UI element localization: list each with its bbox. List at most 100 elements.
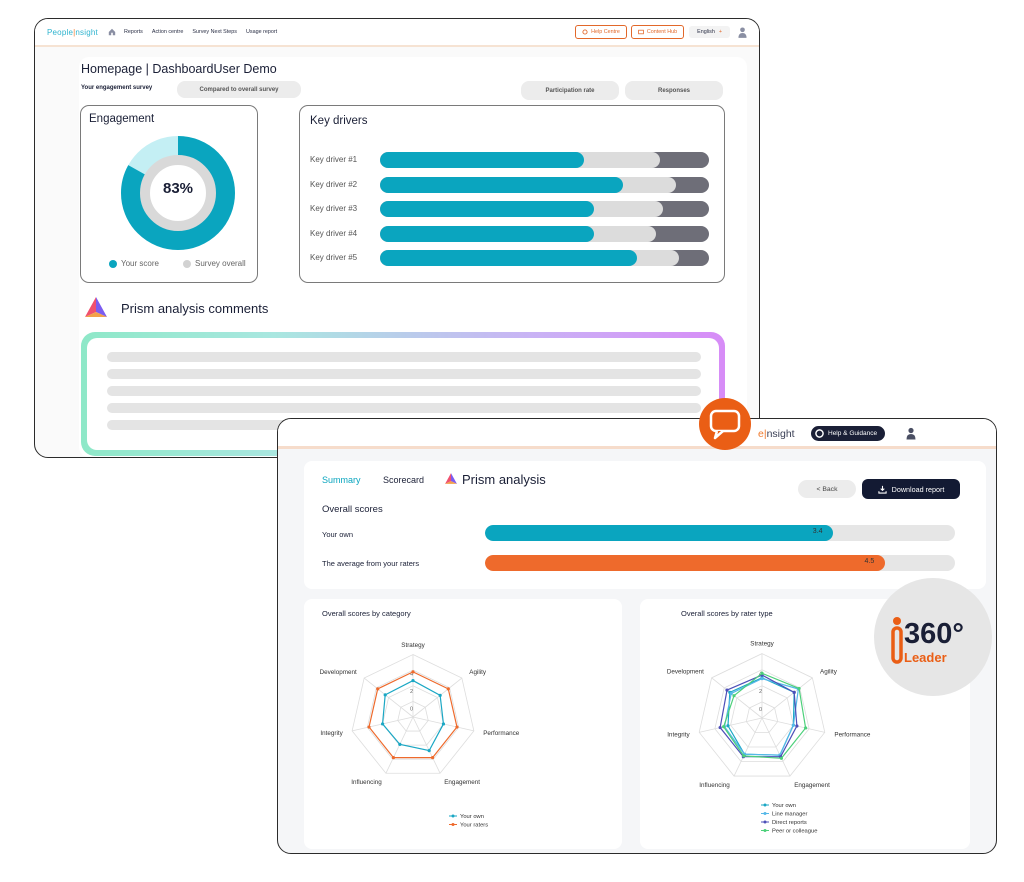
score-bar-your-own: 3.4 <box>485 525 955 541</box>
badge-number: 360° <box>904 618 964 650</box>
radar-data-point <box>792 690 796 694</box>
key-driver-label: Key driver #5 <box>310 253 358 262</box>
radar-data-point <box>732 694 736 698</box>
language-select[interactable]: English + <box>689 26 730 38</box>
help-centre-button[interactable]: Help Centre <box>575 25 627 39</box>
nav-survey-next-steps[interactable]: Survey Next Steps <box>192 29 237 35</box>
legend-dot-icon <box>109 259 117 268</box>
key-driver-row: Key driver #3 <box>300 201 724 217</box>
key-driver-label: Key driver #1 <box>310 155 358 164</box>
radar-data-point <box>446 687 450 691</box>
legend-dot-marker <box>763 820 767 824</box>
legend-survey-overall: Survey overall <box>183 259 246 268</box>
radar-axis-label: Integrity <box>320 730 343 737</box>
prism-analysis-heading: Prism analysis <box>462 472 546 487</box>
book-icon <box>638 29 644 35</box>
radar-data-point <box>797 686 801 691</box>
help-guidance-button[interactable]: Help & Guidance <box>811 426 886 441</box>
nav-usage-report[interactable]: Usage report <box>245 29 278 35</box>
radar-axis-line <box>363 677 414 718</box>
radar-grid-ring <box>366 669 460 760</box>
category-radar-card <box>304 599 622 849</box>
key-drivers-title: Key drivers <box>310 115 368 127</box>
help-guidance-label: Help & Guidance <box>828 430 878 437</box>
key-driver-score-fill <box>380 152 584 168</box>
key-driver-bar <box>380 225 709 242</box>
key-driver-bar <box>380 152 709 168</box>
radar-tick-label: 2 <box>759 689 762 695</box>
responses-pill[interactable]: Responses <box>625 81 723 100</box>
plus-icon: + <box>718 29 722 35</box>
legend-label: Peer or colleague <box>772 829 817 835</box>
radar-axis-label: Engagement <box>794 782 830 789</box>
category-radar-title: Overall scores by category <box>322 609 411 618</box>
key-driver-row: Key driver #1 <box>300 152 724 168</box>
radar-data-point <box>779 756 784 760</box>
key-driver-row: Key driver #4 <box>300 225 724 242</box>
survey-label: Your engagement survey <box>81 85 153 91</box>
key-driver-score-fill <box>380 250 637 266</box>
page-title: Homepage | DashboardUser Demo <box>81 62 277 76</box>
overall-scores-title: Overall scores <box>322 504 383 515</box>
radar-axis-label: Agility <box>820 669 838 676</box>
score-value-your-own: 3.4 <box>812 528 823 535</box>
radar-data-point <box>804 726 808 730</box>
radar-axis-label: Performance <box>834 732 871 739</box>
key-driver-score-fill <box>380 176 624 193</box>
help-circle-icon <box>815 429 824 438</box>
tab-summary[interactable]: Summary <box>322 475 361 485</box>
key-driver-row: Key driver #5 <box>300 250 724 266</box>
radar-grid-ring <box>730 685 794 748</box>
score-label-raters: The average from your raters <box>322 559 420 568</box>
download-icon <box>877 485 887 494</box>
participation-rate-pill[interactable]: Participation rate <box>521 81 619 100</box>
donut-score-arc <box>121 136 235 250</box>
download-report-button[interactable]: Download report <box>862 479 960 499</box>
radar-axis-label: Strategy <box>401 642 425 649</box>
radar-grid-ring <box>351 654 475 774</box>
radar-axis-label: Strategy <box>750 641 774 648</box>
radar-series-line <box>368 671 458 759</box>
radar-data-point <box>380 722 385 726</box>
radar-tick-label: 0 <box>759 707 762 713</box>
radar-data-point <box>398 742 402 746</box>
legend-dot-marker <box>763 829 767 832</box>
key-driver-score-fill <box>380 225 594 242</box>
home-icon[interactable] <box>108 28 116 36</box>
back-button[interactable]: < Back <box>798 480 856 498</box>
radar-axis-line <box>761 717 791 777</box>
engagement-title: Engagement <box>89 113 155 125</box>
key-driver-score-fill <box>380 201 594 217</box>
legend-label: Your own <box>772 803 796 809</box>
key-driver-bar <box>380 176 709 193</box>
chat-button[interactable] <box>699 398 751 450</box>
homepage-window: People|nsight Reports Action centre Surv… <box>34 18 760 458</box>
key-driver-bar <box>380 250 709 266</box>
engagement-score: 83% <box>162 180 194 197</box>
radar-grid-ring <box>714 669 810 762</box>
radar-data-point <box>718 725 722 730</box>
compare-overall-pill[interactable]: Compared to overall survey <box>177 81 301 98</box>
nav-action-centre[interactable]: Action centre <box>151 29 184 35</box>
legend-dot-icon <box>183 259 191 268</box>
skeleton-line <box>107 369 701 379</box>
people-insight-logo-2[interactable]: e|nsight <box>758 428 795 440</box>
legend-dot-marker <box>451 823 455 826</box>
people-insight-logo[interactable]: People|nsight <box>47 27 98 37</box>
user-icon[interactable] <box>906 427 916 440</box>
chat-bubble-icon <box>709 409 741 440</box>
user-icon[interactable] <box>738 26 747 38</box>
score-fill-your-own <box>485 525 833 541</box>
donut-overall-ring <box>140 155 216 231</box>
score-bar-raters: 4.5 <box>485 555 955 571</box>
tab-scorecard[interactable]: Scorecard <box>383 475 425 485</box>
radar-axis-line <box>412 716 441 774</box>
download-report-label: Download report <box>891 484 945 494</box>
radar-tick-label: 2 <box>410 689 413 695</box>
radar-data-point <box>411 678 415 683</box>
nav-reports[interactable]: Reports <box>123 29 143 35</box>
content-hub-button[interactable]: Content Hub <box>630 25 685 39</box>
key-driver-bar <box>380 201 709 217</box>
top-nav-bar-2: e|nsight Help & Guidance <box>278 419 996 449</box>
radar-axis-line <box>699 717 763 733</box>
